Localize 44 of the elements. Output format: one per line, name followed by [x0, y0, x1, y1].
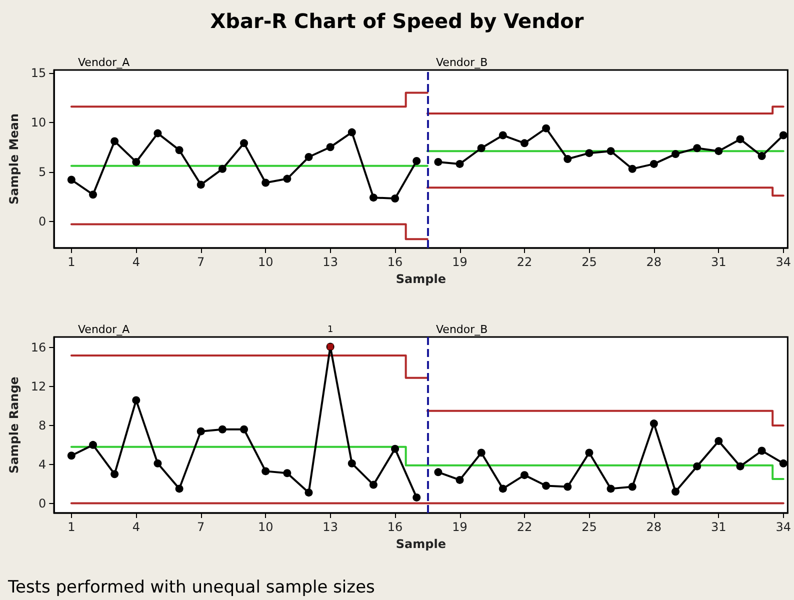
y-tick-label: 5 [38, 164, 46, 179]
y-axis-title: Sample Range [7, 376, 21, 474]
y-axis-title: Sample Mean [7, 114, 21, 204]
text: Vendor_A [78, 56, 130, 69]
x-tick-label: 25 [582, 520, 597, 534]
x-tick-label: 34 [776, 520, 792, 534]
x-tick-label: 16 [387, 255, 403, 269]
x-tick-label: 31 [711, 520, 726, 534]
x-tick-label: 16 [387, 520, 403, 534]
y-tick-label: 16 [30, 340, 46, 355]
x-tick-label: 25 [582, 255, 597, 269]
x-tick-label: 7 [197, 520, 205, 534]
x-tick-label: 31 [711, 255, 726, 269]
y-tick-label: 10 [30, 115, 46, 130]
x-tick-label: 19 [452, 255, 468, 269]
x-tick-label: 7 [197, 255, 205, 269]
x-tick-label: 10 [258, 255, 274, 269]
x-tick-label: 22 [516, 255, 532, 269]
y-tick-label: 0 [38, 496, 46, 510]
x-axis-title: Sample [396, 272, 446, 286]
y-tick-label: 15 [30, 66, 46, 80]
x-tick-label: 28 [646, 255, 662, 269]
y-tick-label: 4 [38, 457, 46, 472]
y-tick-label: 0 [38, 214, 46, 228]
text: Vendor_A [78, 323, 130, 336]
x-tick-label: 34 [776, 255, 792, 269]
text: Vendor_B [436, 323, 488, 336]
x-tick-label: 19 [452, 520, 468, 534]
x-tick-label: 13 [322, 520, 338, 534]
text: Vendor_B [436, 56, 488, 69]
x-tick-label: 4 [132, 255, 140, 269]
chart-title: Xbar-R Chart of Speed by Vendor [210, 9, 584, 33]
x-tick-label: 22 [516, 520, 532, 534]
x-tick-label: 1 [68, 255, 76, 269]
x-tick-label: 1 [68, 520, 76, 534]
y-tick-label: 8 [38, 418, 46, 432]
x-tick-label: 10 [258, 520, 274, 534]
annotation: 1 [327, 325, 334, 336]
x-tick-label: 4 [132, 520, 140, 534]
x-tick-label: 28 [646, 520, 662, 534]
x-axis-title: Sample [396, 536, 446, 551]
y-tick-label: 12 [30, 380, 46, 394]
text: Tests performed with unequal sample sizes [7, 578, 376, 598]
x-tick-label: 13 [322, 255, 338, 269]
